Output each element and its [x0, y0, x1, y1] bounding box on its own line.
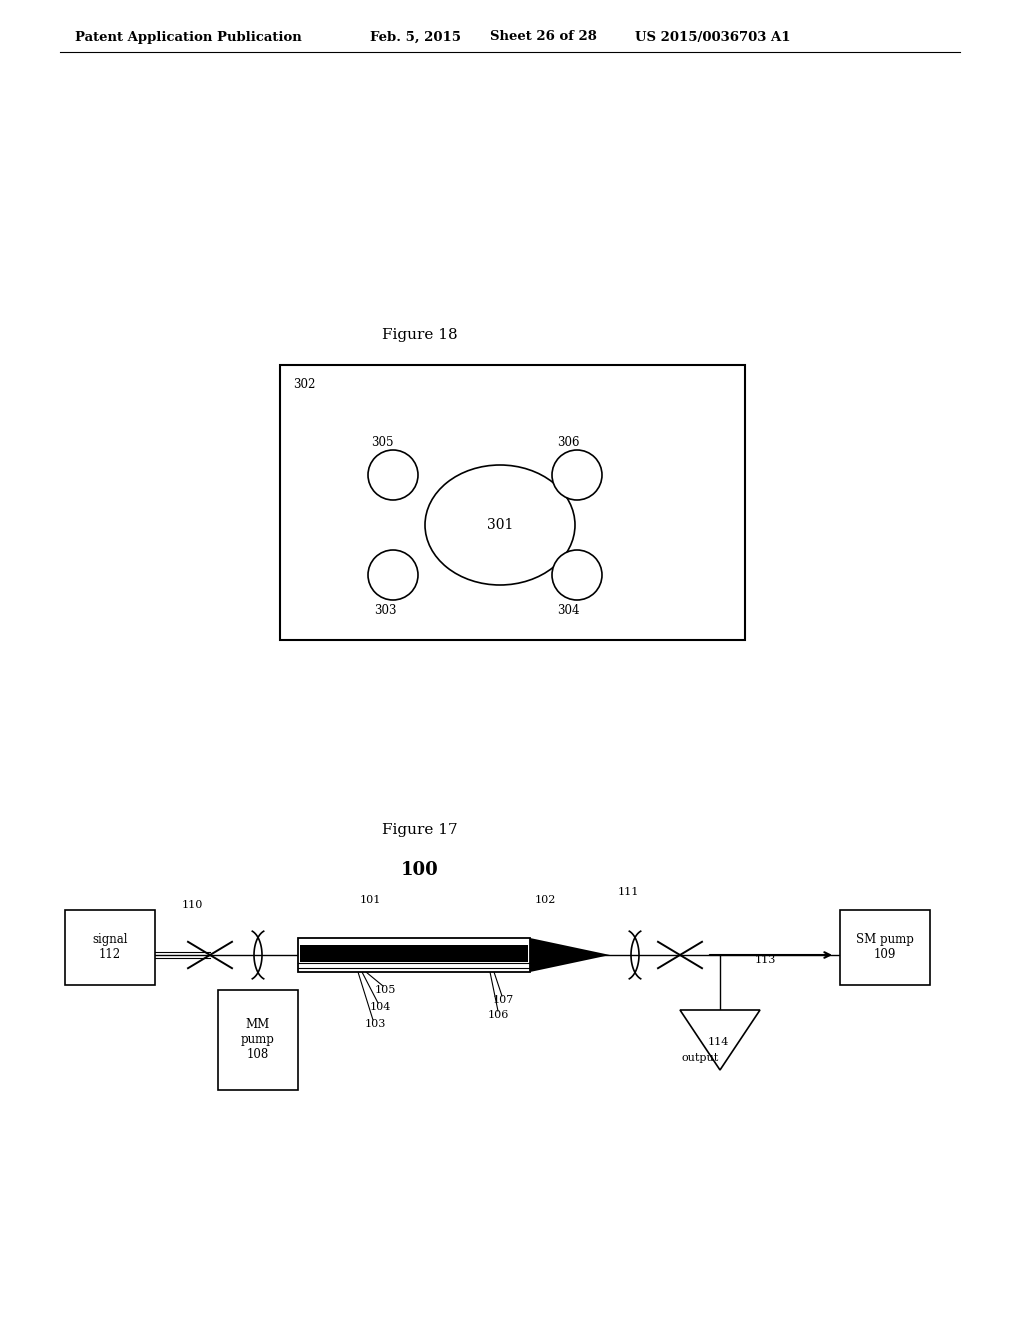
Bar: [280, 366, 745, 640]
Text: 105: 105: [375, 985, 396, 995]
Text: 104: 104: [370, 1002, 391, 1012]
Text: signal
112: signal 112: [92, 933, 128, 961]
Text: SM pump
109: SM pump 109: [856, 933, 914, 961]
Text: 304: 304: [557, 603, 580, 616]
Bar: [218, 990, 298, 1090]
Text: 302: 302: [293, 379, 315, 392]
Circle shape: [368, 450, 418, 500]
Text: Figure 17: Figure 17: [382, 822, 458, 837]
Circle shape: [368, 550, 418, 601]
Text: output: output: [681, 1053, 719, 1063]
Text: 107: 107: [493, 995, 514, 1005]
Text: 102: 102: [535, 895, 556, 906]
Text: 113: 113: [755, 954, 776, 965]
Text: Figure 18: Figure 18: [382, 327, 458, 342]
Polygon shape: [680, 1010, 760, 1071]
Text: 306: 306: [557, 436, 580, 449]
Text: 110: 110: [181, 900, 203, 909]
Text: 111: 111: [617, 887, 639, 898]
Text: MM
pump
108: MM pump 108: [241, 1019, 274, 1061]
Bar: [840, 909, 930, 985]
Text: 100: 100: [401, 861, 439, 879]
Circle shape: [552, 550, 602, 601]
Bar: [298, 939, 530, 972]
Bar: [65, 909, 155, 985]
Circle shape: [552, 450, 602, 500]
Bar: [300, 945, 528, 962]
Text: 305: 305: [371, 436, 393, 449]
Text: 101: 101: [359, 895, 381, 906]
Polygon shape: [530, 939, 610, 972]
Text: 106: 106: [488, 1010, 509, 1020]
Ellipse shape: [425, 465, 575, 585]
Text: 114: 114: [708, 1038, 729, 1047]
Text: 103: 103: [365, 1019, 386, 1030]
Text: Patent Application Publication: Patent Application Publication: [75, 30, 302, 44]
Text: Sheet 26 of 28: Sheet 26 of 28: [490, 30, 597, 44]
Text: 301: 301: [486, 517, 513, 532]
Text: US 2015/0036703 A1: US 2015/0036703 A1: [635, 30, 791, 44]
Text: 303: 303: [374, 603, 396, 616]
Text: Feb. 5, 2015: Feb. 5, 2015: [370, 30, 461, 44]
